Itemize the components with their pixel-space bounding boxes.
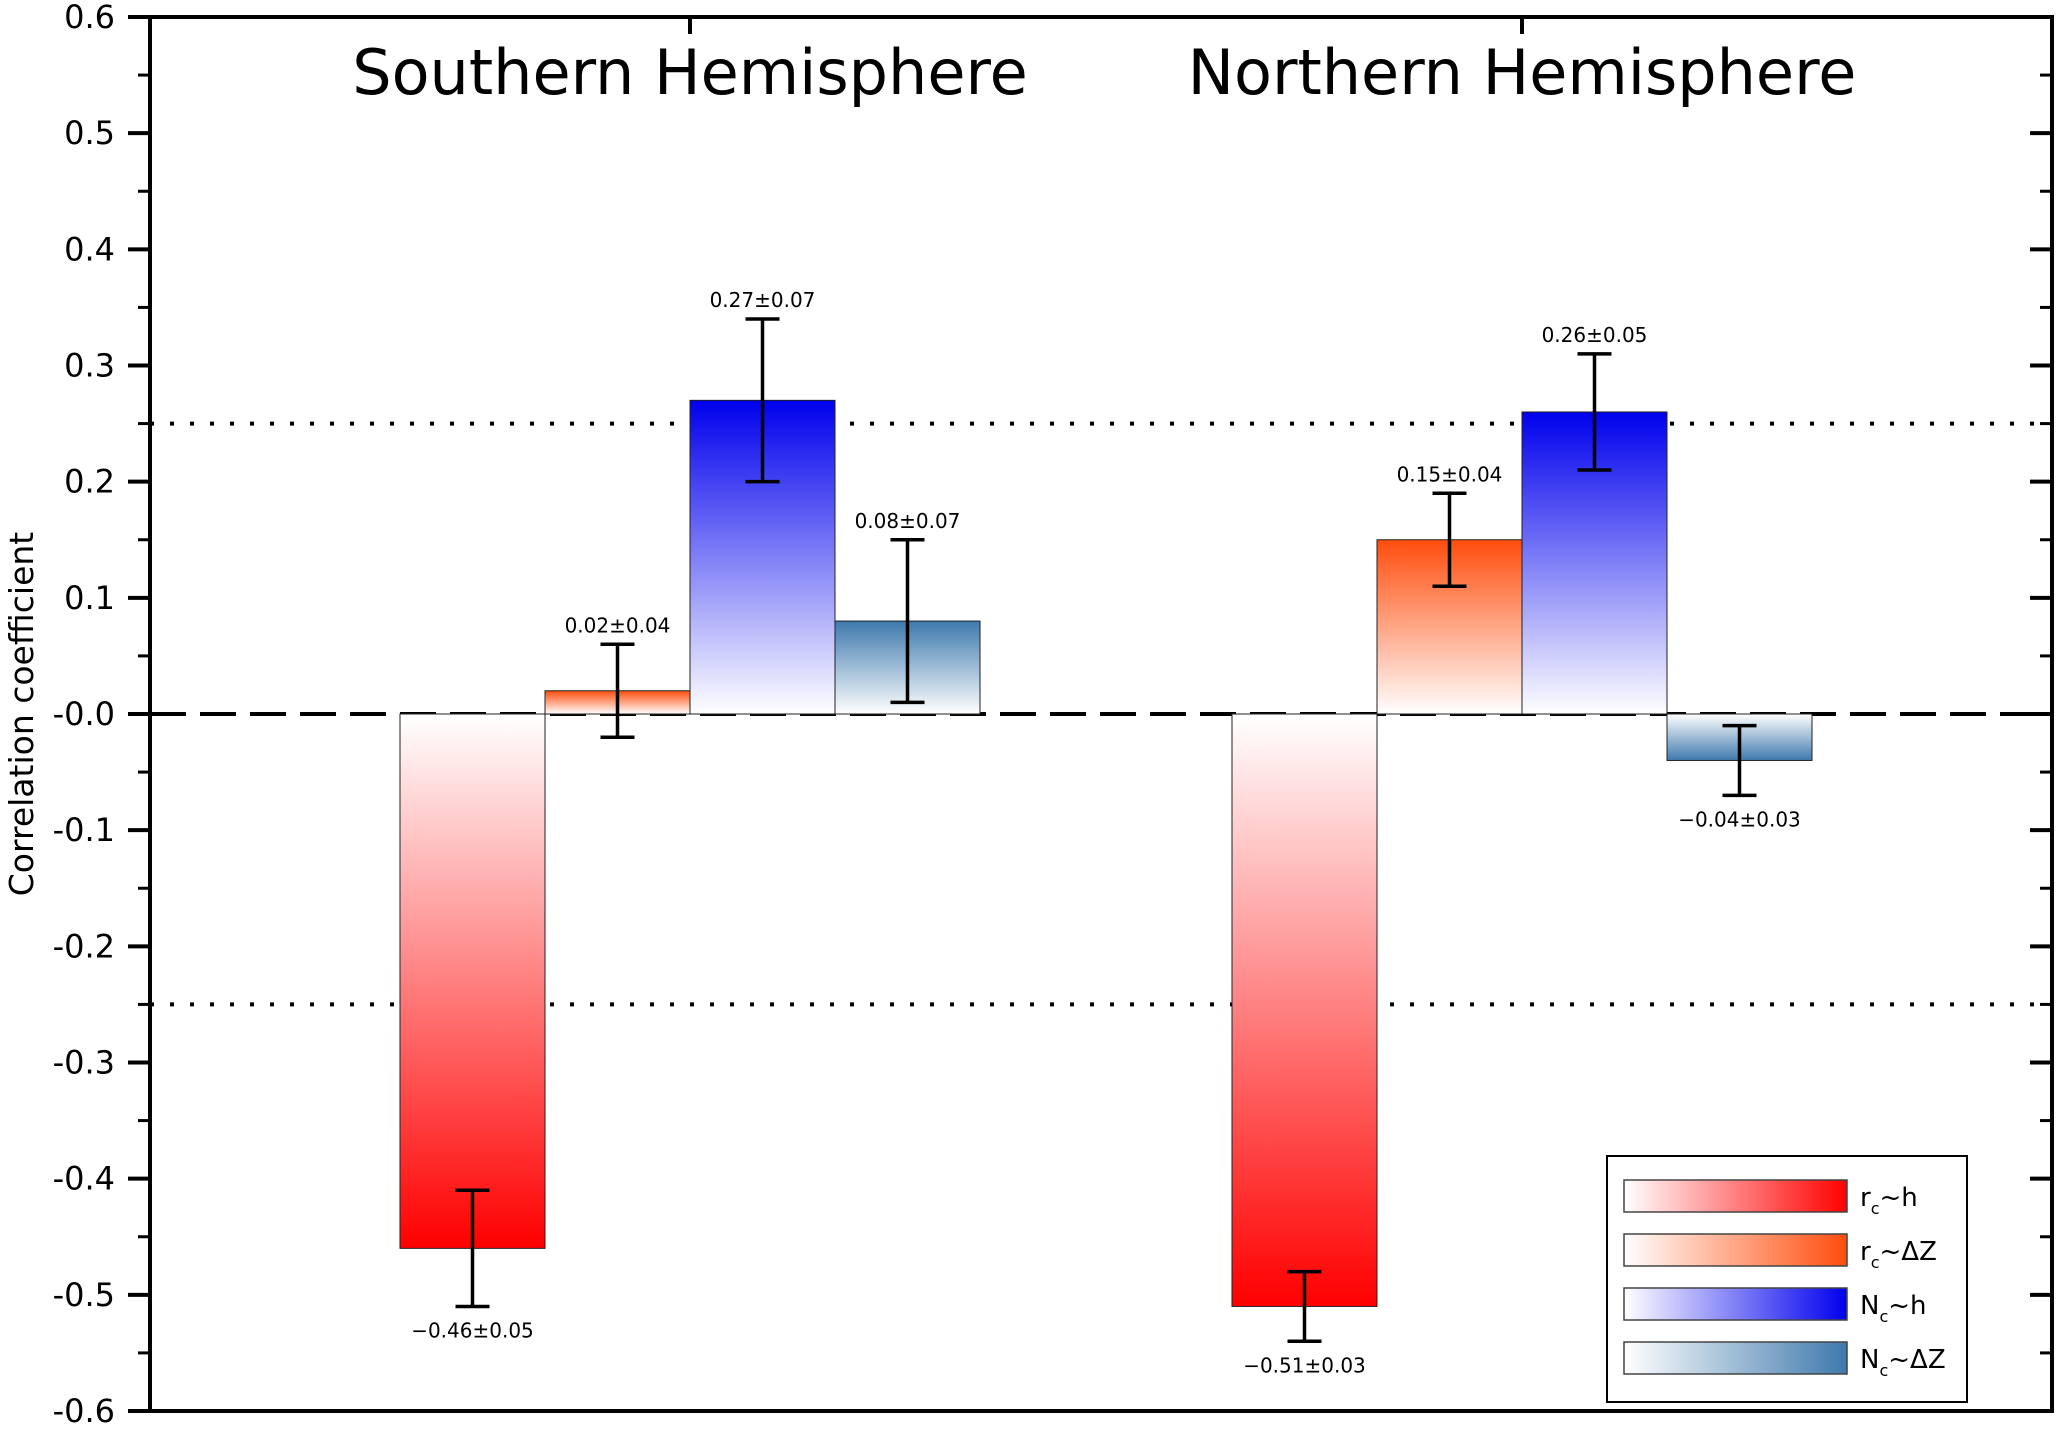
data-label: 0.08±0.07	[855, 509, 961, 533]
y-tick-label: 0.5	[64, 114, 115, 152]
group-titles-layer: Southern Hemisphere Northern Hemisphere	[352, 36, 1856, 109]
legend-swatch	[1623, 1233, 1848, 1267]
legend-label: Nc~ΔZ	[1860, 1345, 1946, 1380]
data-label: 0.27±0.07	[710, 288, 816, 312]
legend-label: rc~h	[1860, 1183, 1918, 1218]
y-tick-label: -0.5	[53, 1276, 115, 1314]
legend-swatch	[1623, 1287, 1848, 1321]
y-tick-label: -0.0	[53, 695, 115, 733]
y-tick-label: -0.1	[53, 811, 115, 849]
bars-layer	[399, 399, 1813, 1307]
group-title: Northern Hemisphere	[1188, 36, 1857, 109]
error-bars-layer	[455, 317, 1757, 1344]
data-labels-layer: −0.46±0.05 0.02±0.04 0.27±0.07 0.08±0.07 −0.…	[411, 288, 1801, 1377]
legend: rc~h rc~ΔZ Nc~h Nc~ΔZ	[1606, 1155, 1968, 1403]
y-tick-label: 0.1	[64, 579, 115, 617]
data-label: 0.02±0.04	[565, 613, 671, 637]
y-tick-label: 0.6	[64, 0, 115, 36]
legend-label: Nc~h	[1860, 1291, 1927, 1326]
y-axis-label: Correlation coefficient	[2, 532, 41, 897]
y-tick-label: -0.2	[53, 927, 115, 965]
bar	[399, 713, 546, 1249]
group-title: Southern Hemisphere	[352, 36, 1028, 109]
legend-label: rc~ΔZ	[1860, 1237, 1937, 1272]
legend-swatch	[1623, 1341, 1848, 1375]
y-tick-label: -0.6	[53, 1392, 115, 1430]
y-tick-label: -0.3	[53, 1044, 115, 1082]
y-tick-label: 0.2	[64, 463, 115, 501]
data-label: −0.04±0.03	[1678, 807, 1801, 831]
data-label: 0.15±0.04	[1397, 462, 1503, 486]
y-tick-label: -0.4	[53, 1160, 115, 1198]
bar	[1231, 713, 1378, 1307]
y-tick-label: 0.4	[64, 230, 115, 268]
y-tick-label: 0.3	[64, 347, 115, 385]
data-label: −0.51±0.03	[1243, 1353, 1366, 1377]
legend-swatch	[1623, 1179, 1848, 1213]
data-label: 0.26±0.05	[1542, 323, 1648, 347]
data-label: −0.46±0.05	[411, 1318, 534, 1342]
